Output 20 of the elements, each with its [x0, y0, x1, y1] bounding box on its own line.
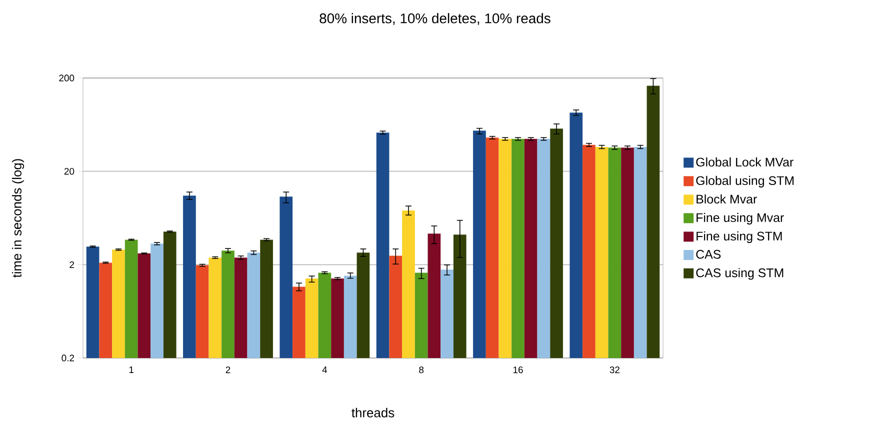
y-tick-label: 0.2 [62, 354, 74, 362]
y-tick-label: 20 [64, 168, 74, 175]
legend-label: Block Mvar [696, 194, 757, 204]
chart-title: 80% inserts, 10% deletes, 10% reads [320, 13, 550, 25]
legend-label: CAS [696, 250, 721, 259]
legend-label: Fine using STM [696, 231, 782, 244]
x-tick-label: 32 [610, 366, 620, 374]
x-tick-label: 8 [419, 366, 424, 374]
x-tick-label: 4 [322, 366, 328, 373]
legend-label: CAS using STM [696, 268, 784, 280]
y-tick-label: 200 [59, 74, 74, 82]
x-tick-label: 16 [513, 366, 523, 374]
x-tick-label: 1 [129, 366, 134, 373]
legend-label: Global using STM [696, 176, 794, 188]
x-axis-title: threads [352, 408, 394, 418]
y-axis-title: time in seconds (log) [12, 159, 24, 278]
legend-label: Global Lock MVar [696, 157, 794, 167]
x-tick-label: 2 [226, 366, 230, 374]
legend-label: Fine using Mvar [696, 212, 784, 225]
y-tick-label: 2 [70, 261, 74, 268]
